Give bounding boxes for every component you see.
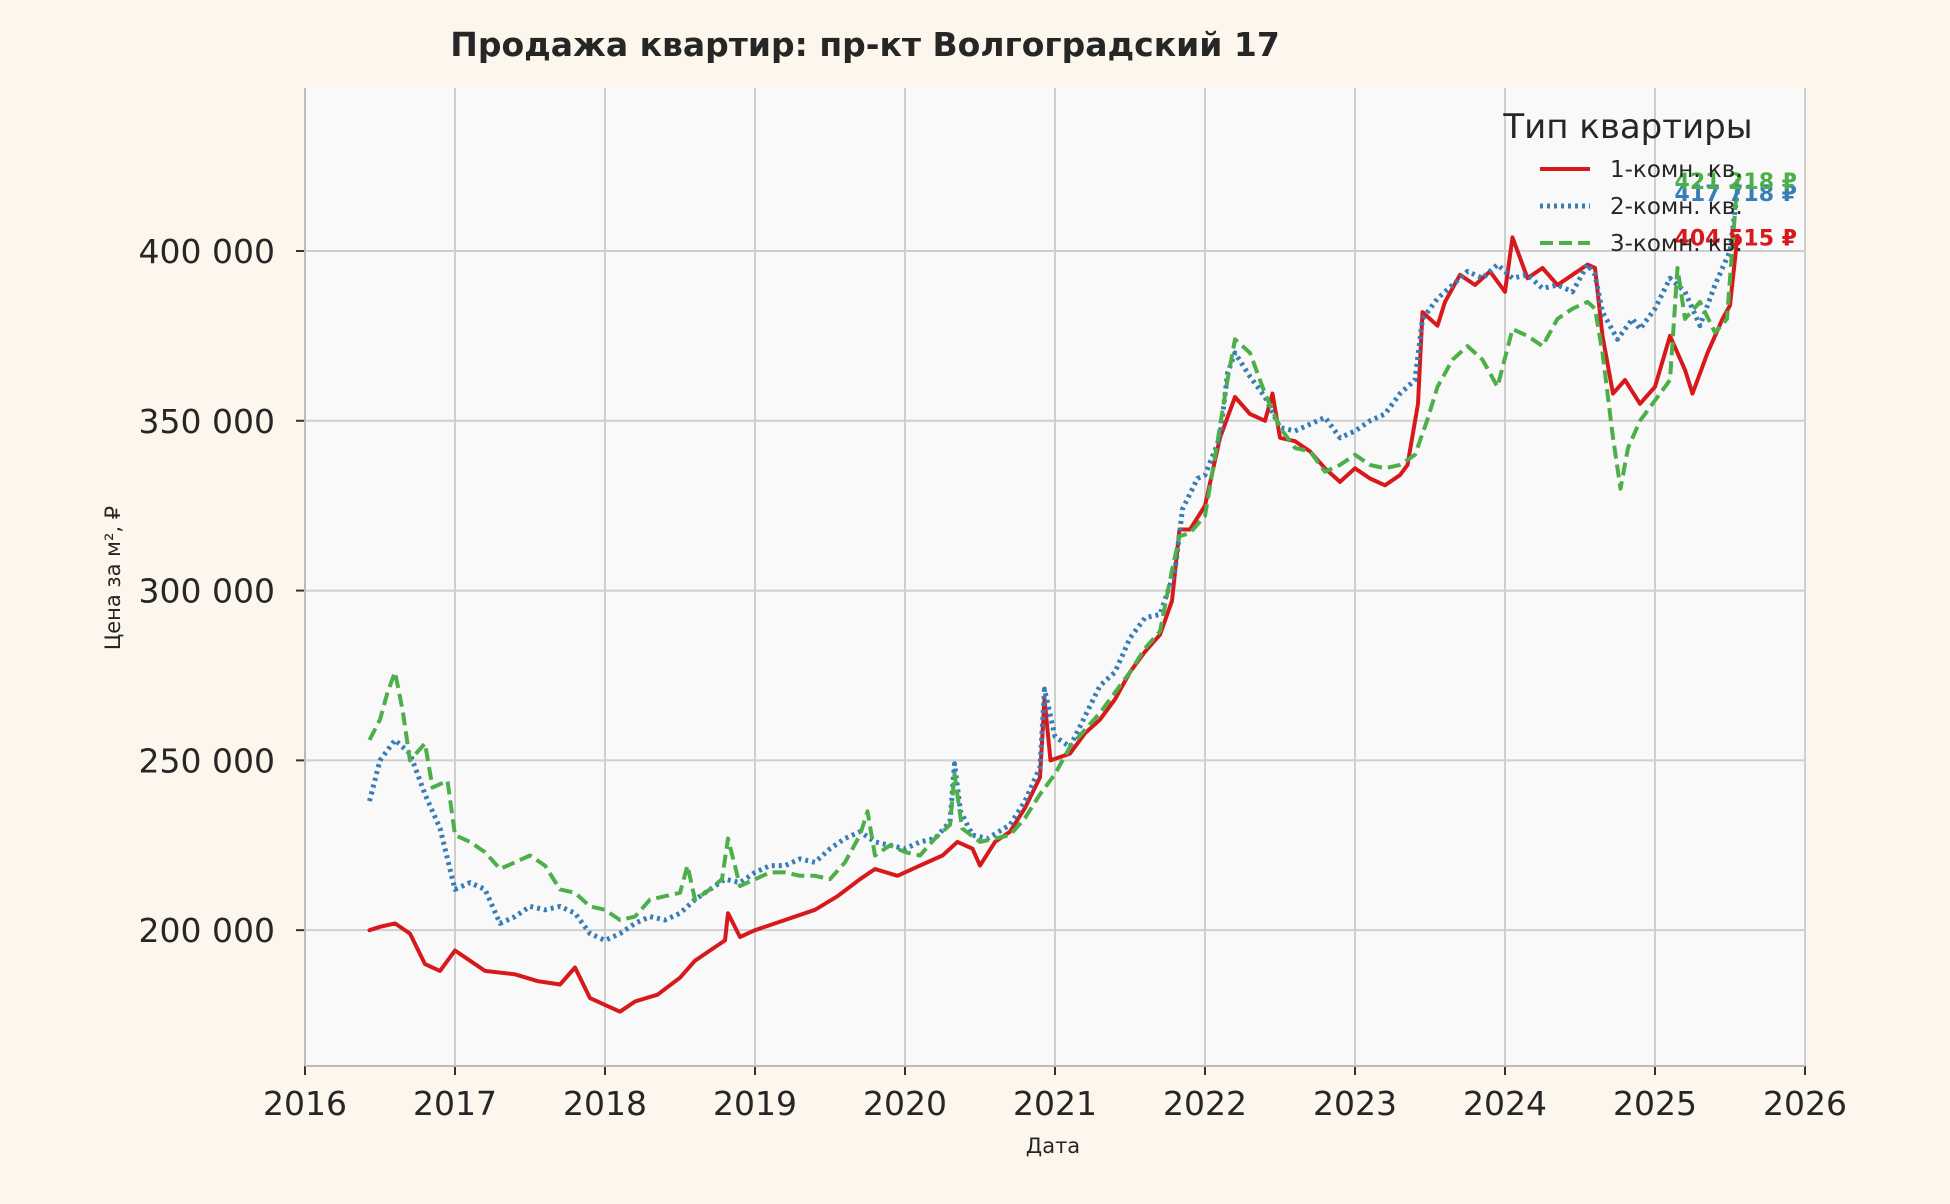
y-tick-label: 250 000 <box>139 741 275 780</box>
x-tick-label: 2024 <box>1463 1084 1547 1123</box>
x-tick-label: 2019 <box>713 1084 797 1123</box>
legend-item-label-1: 1-комн. кв. <box>1610 157 1743 183</box>
chart-title: Продажа квартир: пр-кт Волгоградский 17 <box>450 25 1280 64</box>
legend-title: Тип квартиры <box>1502 107 1752 147</box>
legend: Тип квартиры 1-комн. кв. 2-комн. кв. 3-ком… <box>1502 107 1752 257</box>
legend-item-label-2: 2-комн. кв. <box>1610 194 1743 220</box>
x-tick-label: 2016 <box>263 1084 347 1123</box>
series-line-1 <box>367 233 1740 1014</box>
x-tick-label: 2023 <box>1313 1084 1397 1123</box>
axes: 2016 2017 2018 2019 2020 2021 2022 2023 2024 2025… <box>139 88 1847 1123</box>
y-tick-label: 200 000 <box>139 911 275 950</box>
grid <box>304 88 1806 1066</box>
series-end-label-3: 421 218 ₽ <box>1675 170 1797 195</box>
end-labels: 404 515 ₽ 417 718 ₽421 218 ₽ <box>1675 170 1797 252</box>
x-axis-label: Дата <box>1026 1134 1080 1158</box>
x-tick-label: 2018 <box>563 1084 647 1123</box>
x-tick-label: 2021 <box>1013 1084 1097 1123</box>
y-tick-label: 300 000 <box>139 572 275 611</box>
y-tick-label: 400 000 <box>139 232 275 271</box>
y-tick-label: 350 000 <box>139 402 275 441</box>
x-tick-label: 2022 <box>1163 1084 1247 1123</box>
legend-item-label-3: 3-комн. кв. <box>1610 231 1743 257</box>
series-end-label-1: 404 515 ₽ <box>1675 227 1797 252</box>
series-line-3 <box>367 178 1740 922</box>
x-tick-label: 2020 <box>863 1084 947 1123</box>
x-tick-label: 2025 <box>1613 1084 1697 1123</box>
series-end-label-2: 417 718 ₽ <box>1675 182 1797 207</box>
series-group <box>367 178 1740 1014</box>
x-tick-label: 2017 <box>413 1084 497 1123</box>
x-tick-label: 2026 <box>1763 1084 1847 1123</box>
y-axis-label: Цена за м², ₽ <box>101 506 125 650</box>
